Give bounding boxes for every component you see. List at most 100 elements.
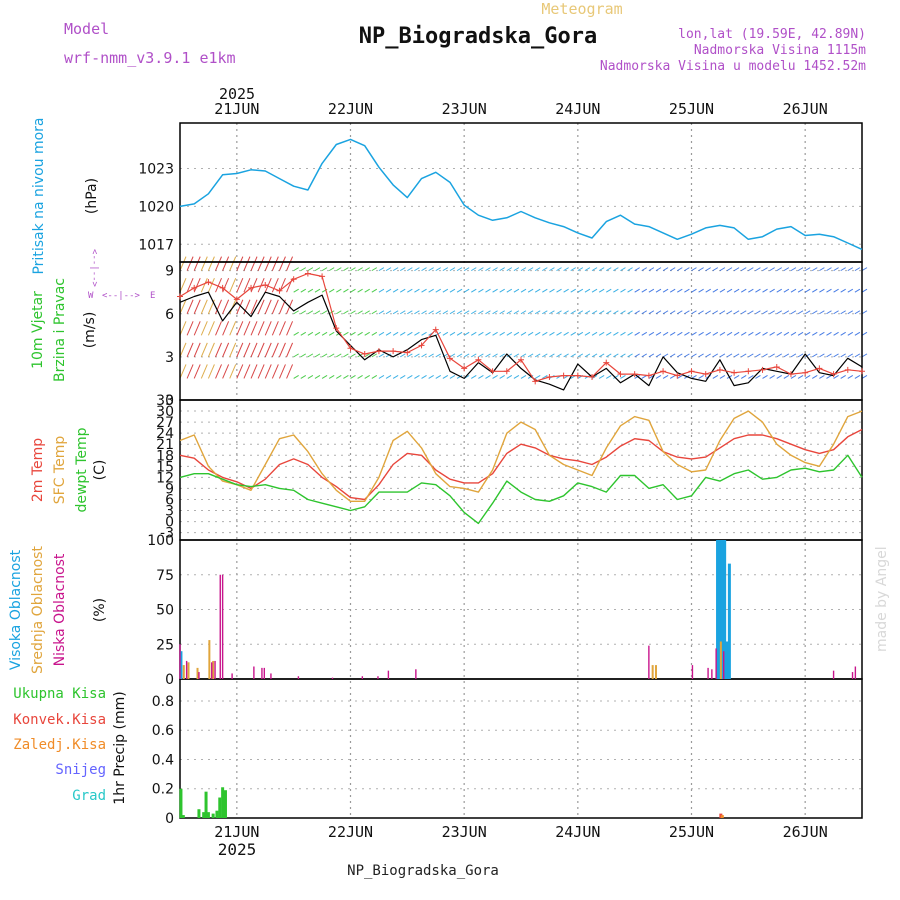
wind-barb	[207, 277, 215, 293]
wind-barb	[385, 288, 392, 293]
precip-tick-label: 0	[165, 811, 174, 827]
rain-bar	[206, 812, 210, 818]
wind-gust-marker	[461, 365, 468, 372]
rain-bar	[181, 815, 185, 818]
wind-barb	[648, 331, 655, 336]
wind-barb	[179, 342, 187, 358]
wind-barb	[200, 342, 208, 358]
wind-barb	[421, 331, 427, 336]
wind-barb	[520, 288, 527, 293]
wind-barb	[513, 310, 520, 315]
wind-barb	[229, 277, 237, 293]
wind-gust-marker	[716, 366, 723, 373]
day-label-top: 23JUN	[442, 100, 487, 118]
wind-barb	[655, 267, 662, 272]
wind-gust-marker	[702, 371, 709, 378]
clouds-tick-label: 100	[147, 533, 174, 549]
wind-gust-marker	[816, 365, 823, 372]
low-cloud-bar	[723, 651, 725, 679]
precip-label-freezing: Zaledj.Kisa	[13, 737, 106, 753]
wind-barb	[336, 288, 342, 293]
wind-barb	[471, 375, 477, 379]
wind-barb	[222, 277, 230, 293]
wind-barb	[336, 353, 342, 358]
wind-gust-marker	[787, 371, 794, 378]
wind-barb	[854, 288, 861, 293]
wind-barb	[691, 331, 697, 336]
wind-barb	[605, 267, 612, 272]
pressure-tick-label: 1017	[138, 237, 174, 253]
wind-gust-marker	[560, 372, 567, 379]
wind-barb	[527, 353, 534, 358]
wind-barb	[314, 310, 321, 315]
wind-barb	[343, 353, 349, 358]
wind-barb	[371, 375, 378, 379]
wind-barb	[833, 267, 839, 272]
low-cloud-bar	[297, 676, 300, 679]
wind-barb	[762, 310, 768, 315]
wind-barb	[328, 267, 335, 272]
wind-tick-label: 0	[165, 393, 174, 409]
wind-barb	[186, 256, 194, 271]
wind-barb	[229, 342, 237, 358]
wind-barb	[584, 288, 591, 293]
wind-gust-marker	[688, 368, 695, 375]
wind-barb	[797, 375, 804, 379]
wind-barb	[648, 267, 655, 272]
wind-barb	[350, 375, 356, 379]
wind-barb	[243, 321, 251, 336]
wind-barb	[271, 364, 279, 379]
wind-gust-marker	[574, 372, 581, 379]
wind-barb	[236, 256, 244, 271]
wind-barb	[293, 353, 299, 358]
wind-barb	[662, 310, 669, 315]
temperature-tick-label: -3	[160, 526, 174, 542]
wind-gust-marker	[617, 371, 624, 378]
wind-ylabel-1: 10m Vjetar	[30, 291, 46, 369]
wind-barb	[584, 331, 591, 336]
wind-barb	[577, 267, 584, 272]
wind-barb	[350, 353, 356, 358]
wind-barb	[833, 288, 839, 293]
wind-gust-marker	[759, 366, 766, 373]
freezing-rain-bar	[720, 815, 724, 818]
wind-barb	[790, 331, 797, 336]
wind-barb	[740, 267, 747, 272]
wind-gust-marker	[177, 293, 183, 300]
wind-barb	[570, 267, 576, 272]
wind-barb	[712, 310, 719, 315]
wind-barb	[549, 353, 555, 358]
wind-barb	[471, 288, 477, 293]
wind-barb	[769, 288, 775, 293]
wind-gust-marker	[589, 374, 596, 380]
wind-gust-marker	[844, 366, 851, 373]
wind-barb	[236, 277, 244, 293]
wind-barb	[698, 267, 704, 272]
wind-gust-marker	[304, 270, 311, 277]
wind-gust-marker	[404, 349, 411, 356]
wind-barb	[485, 310, 491, 315]
station-title: NP_Biogradska_Gora	[359, 24, 597, 49]
wind-barb	[449, 310, 456, 315]
cloud-unit: (%)	[92, 598, 108, 622]
day-label-bottom: 26JUN	[783, 823, 828, 841]
rain-bar	[223, 790, 227, 818]
wind-barb	[399, 310, 406, 315]
wind-barb	[549, 331, 555, 336]
wind-barb	[698, 375, 704, 379]
wind-tick-label: 3	[165, 350, 174, 366]
clouds-panel-frame	[179, 539, 863, 680]
wind-barb	[655, 331, 662, 336]
wind-gust-marker	[248, 284, 255, 291]
wind-barb	[257, 256, 265, 271]
model-elevation-label: Nadmorska Visina u modelu 1452.52m	[600, 59, 866, 74]
wind-barb	[378, 331, 385, 336]
wind-barb	[826, 375, 832, 379]
year-top: 2025	[219, 85, 255, 103]
wind-barb	[421, 353, 427, 358]
temp-ylabel-3: dewpt Temp	[74, 427, 90, 512]
wind-barb	[300, 331, 307, 336]
wind-barb	[783, 331, 790, 336]
wind-barb	[236, 364, 244, 379]
wind-gust-marker	[446, 355, 453, 362]
